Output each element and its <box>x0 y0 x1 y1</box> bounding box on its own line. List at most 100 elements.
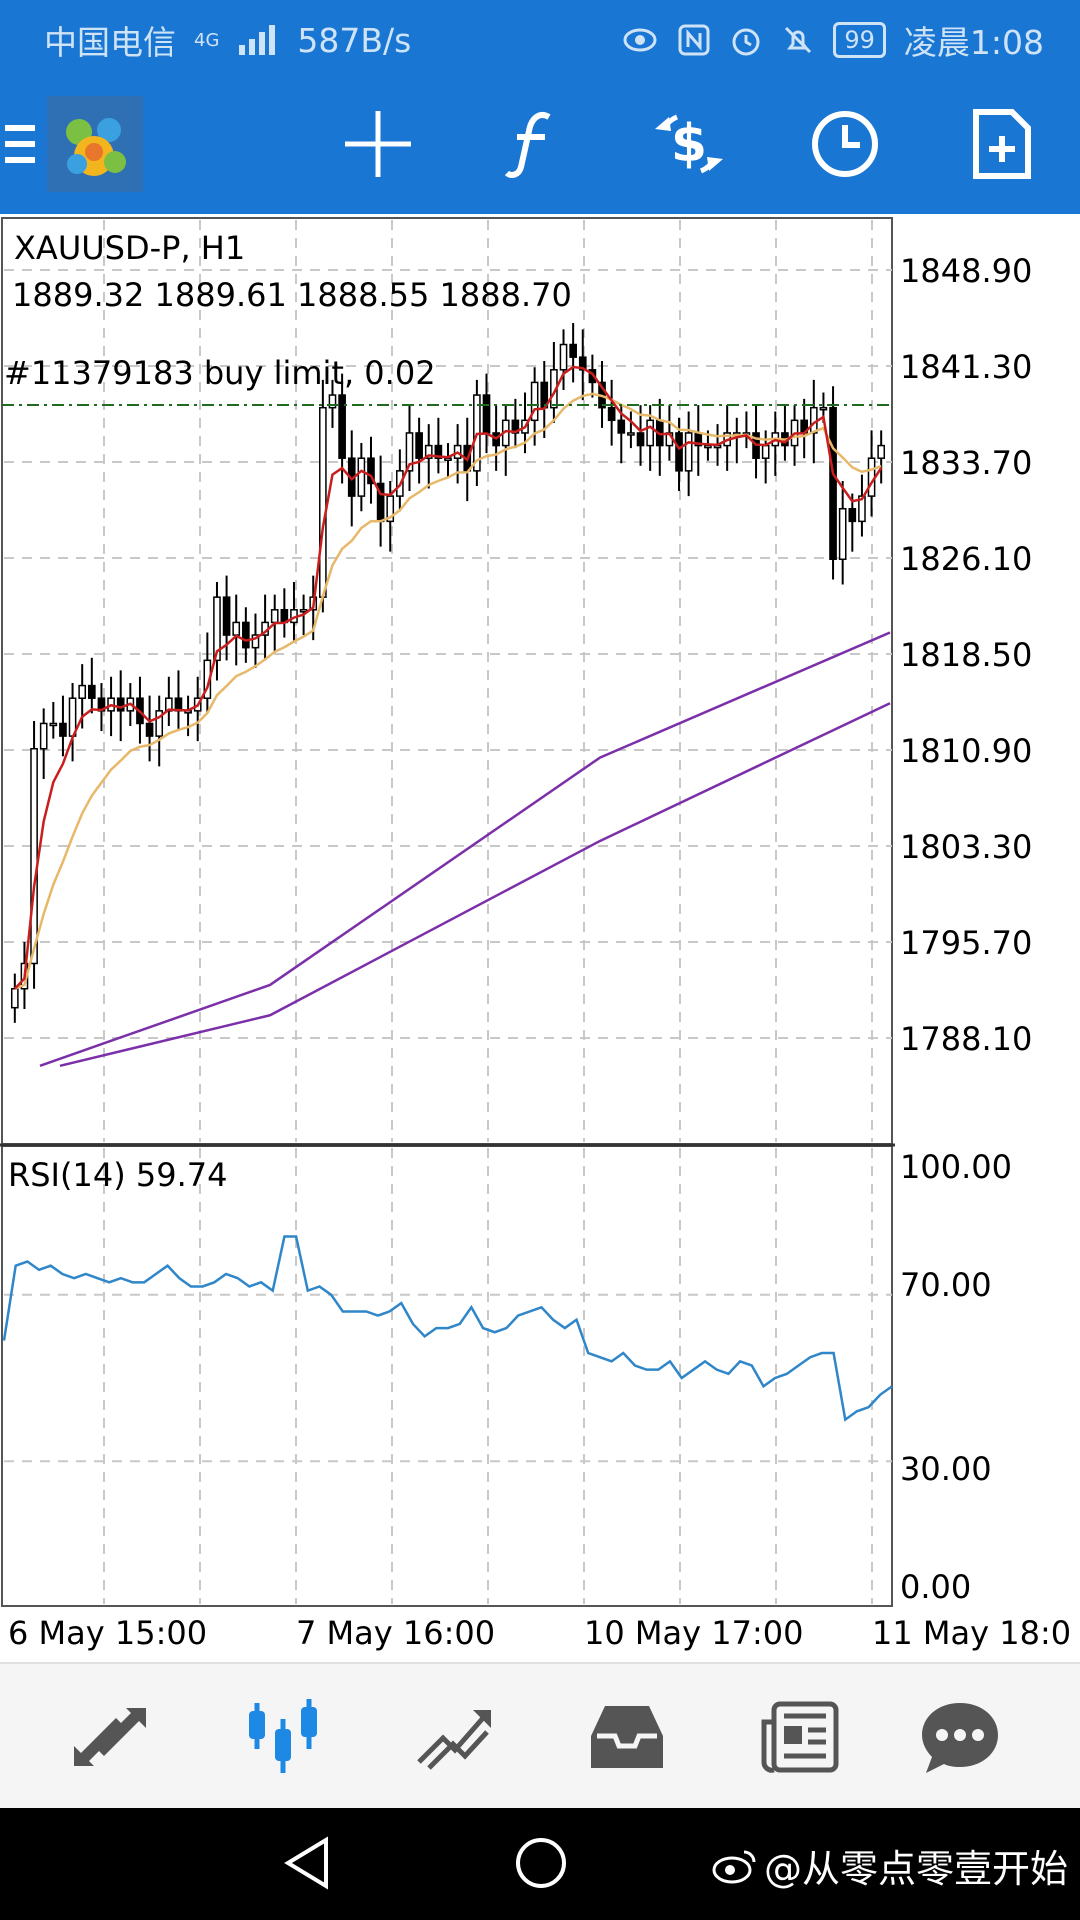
candle-body <box>704 444 712 449</box>
candle-body <box>607 406 616 422</box>
trade-button[interactable]: $ <box>644 99 734 189</box>
candle-body <box>617 419 626 434</box>
time-label: 7 May 16:00 <box>296 1614 495 1652</box>
price-label: 1848.90 <box>900 252 1032 290</box>
candle-body <box>39 722 48 750</box>
home-icon <box>516 1838 566 1888</box>
candle-body <box>357 457 366 497</box>
candle-body <box>627 432 635 436</box>
home-button[interactable] <box>514 1836 568 1894</box>
alarm-icon <box>732 28 760 56</box>
price-label: 1810.90 <box>900 732 1032 770</box>
crosshair-icon <box>345 111 411 177</box>
candle-body <box>444 457 452 461</box>
candle-body <box>858 495 866 523</box>
rsi-level-label: 100.00 <box>900 1148 1012 1186</box>
rsi-label: RSI(14) 59.74 <box>8 1156 227 1194</box>
candle-body <box>232 621 241 636</box>
candle-body <box>675 432 683 472</box>
candle-body <box>434 444 443 459</box>
price-label: 1788.10 <box>900 1020 1032 1058</box>
crosshair-button[interactable] <box>333 99 423 189</box>
candle-body <box>213 596 221 662</box>
candle-body <box>242 621 250 649</box>
price-label: 1818.50 <box>900 636 1032 674</box>
time-label: 11 May 18:0 <box>872 1614 1071 1652</box>
ma-long-line <box>39 631 891 1067</box>
candle-body <box>530 381 539 422</box>
clock: 凌晨1:08 <box>903 23 1044 62</box>
rsi-level-label: 70.00 <box>900 1266 992 1304</box>
back-button[interactable] <box>282 1836 332 1894</box>
carrier-label: 中国电信 <box>44 23 176 62</box>
candle-body <box>367 457 375 485</box>
candle-body <box>87 684 96 699</box>
candle-body <box>819 406 828 411</box>
price-label: 1795.70 <box>900 924 1032 962</box>
trade-icon: $ <box>655 114 723 174</box>
price-label: 1841.30 <box>900 348 1032 386</box>
time-label: 10 May 17:00 <box>584 1614 803 1652</box>
ma-slow-line <box>14 392 882 990</box>
candle-body <box>848 507 857 523</box>
weibo-logo-icon <box>712 1850 756 1883</box>
candle-body <box>684 432 693 472</box>
status-bar: 中国电信 4G 587B/s 99 凌晨1:08 <box>0 0 1080 74</box>
watermark-text: @从零点零壹开始 <box>763 1847 1068 1891</box>
system-navigation: @从零点零壹开始 <box>0 1808 1080 1920</box>
app-logo[interactable] <box>47 96 143 192</box>
nav-quotes[interactable] <box>55 1684 165 1790</box>
candle-body <box>569 343 577 358</box>
candle-body <box>251 634 260 649</box>
menu-icon <box>5 125 35 163</box>
chat-icon <box>922 1703 998 1773</box>
network-label: 4G <box>194 29 220 51</box>
back-icon <box>284 1836 328 1890</box>
candle-body <box>319 406 327 598</box>
candle-body <box>482 394 491 434</box>
candle-body <box>415 432 423 459</box>
price-chart[interactable]: XAUUSD-P, H1 1889.32 1889.61 1888.55 188… <box>0 214 1080 1662</box>
candle-body <box>222 596 231 636</box>
watermark: @从零点零壹开始 <box>710 1838 1068 1893</box>
mute-icon <box>785 26 812 54</box>
candle-body <box>328 394 337 409</box>
candle-body <box>405 432 414 472</box>
ma-fast-line <box>13 365 883 990</box>
rsi-level-label: 30.00 <box>900 1450 992 1488</box>
new-order-icon <box>973 109 1031 179</box>
metatrader-logo-icon <box>47 96 143 192</box>
candle-body <box>761 444 770 459</box>
candle-body <box>116 697 125 712</box>
rsi-line <box>2 1235 893 1422</box>
price-label: 1826.10 <box>900 540 1032 578</box>
price-label: 1803.30 <box>900 828 1032 866</box>
nav-chat[interactable] <box>905 1684 1015 1790</box>
chart-icon <box>249 1699 317 1773</box>
chart-area[interactable]: XAUUSD-P, H1 1889.32 1889.61 1888.55 188… <box>0 214 1080 1662</box>
candle-body <box>646 419 654 447</box>
nav-history[interactable] <box>572 1684 682 1790</box>
price-label: 1833.70 <box>900 444 1032 482</box>
candle-body <box>838 507 847 561</box>
nav-chart[interactable] <box>228 1684 338 1790</box>
eye-icon <box>623 28 657 52</box>
menu-button[interactable] <box>0 99 40 189</box>
candle-body <box>559 343 568 371</box>
nav-trade[interactable] <box>400 1684 510 1790</box>
nav-news[interactable] <box>745 1684 855 1790</box>
rsi-level-label: 0.00 <box>900 1568 971 1606</box>
timeframe-button[interactable] <box>800 99 890 189</box>
candle-body <box>829 406 837 561</box>
network-speed: 587B/s <box>297 20 412 60</box>
time-label: 6 May 15:00 <box>8 1614 207 1652</box>
candle-body <box>877 444 886 459</box>
candle-body <box>578 356 587 371</box>
trade-icon <box>417 1710 491 1770</box>
candle-body <box>270 609 279 624</box>
new-order-button[interactable] <box>957 99 1047 189</box>
indicators-button[interactable] <box>488 99 578 189</box>
inbox-icon <box>591 1706 663 1768</box>
bottom-navigation <box>0 1662 1080 1810</box>
candle-body <box>636 432 645 447</box>
